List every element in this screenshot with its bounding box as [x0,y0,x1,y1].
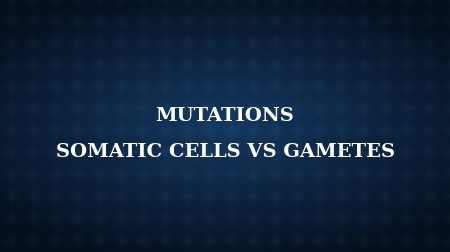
Text: MUTATIONS: MUTATIONS [156,107,294,125]
Text: SOMATIC CELLS VS GAMETES: SOMATIC CELLS VS GAMETES [55,142,395,160]
